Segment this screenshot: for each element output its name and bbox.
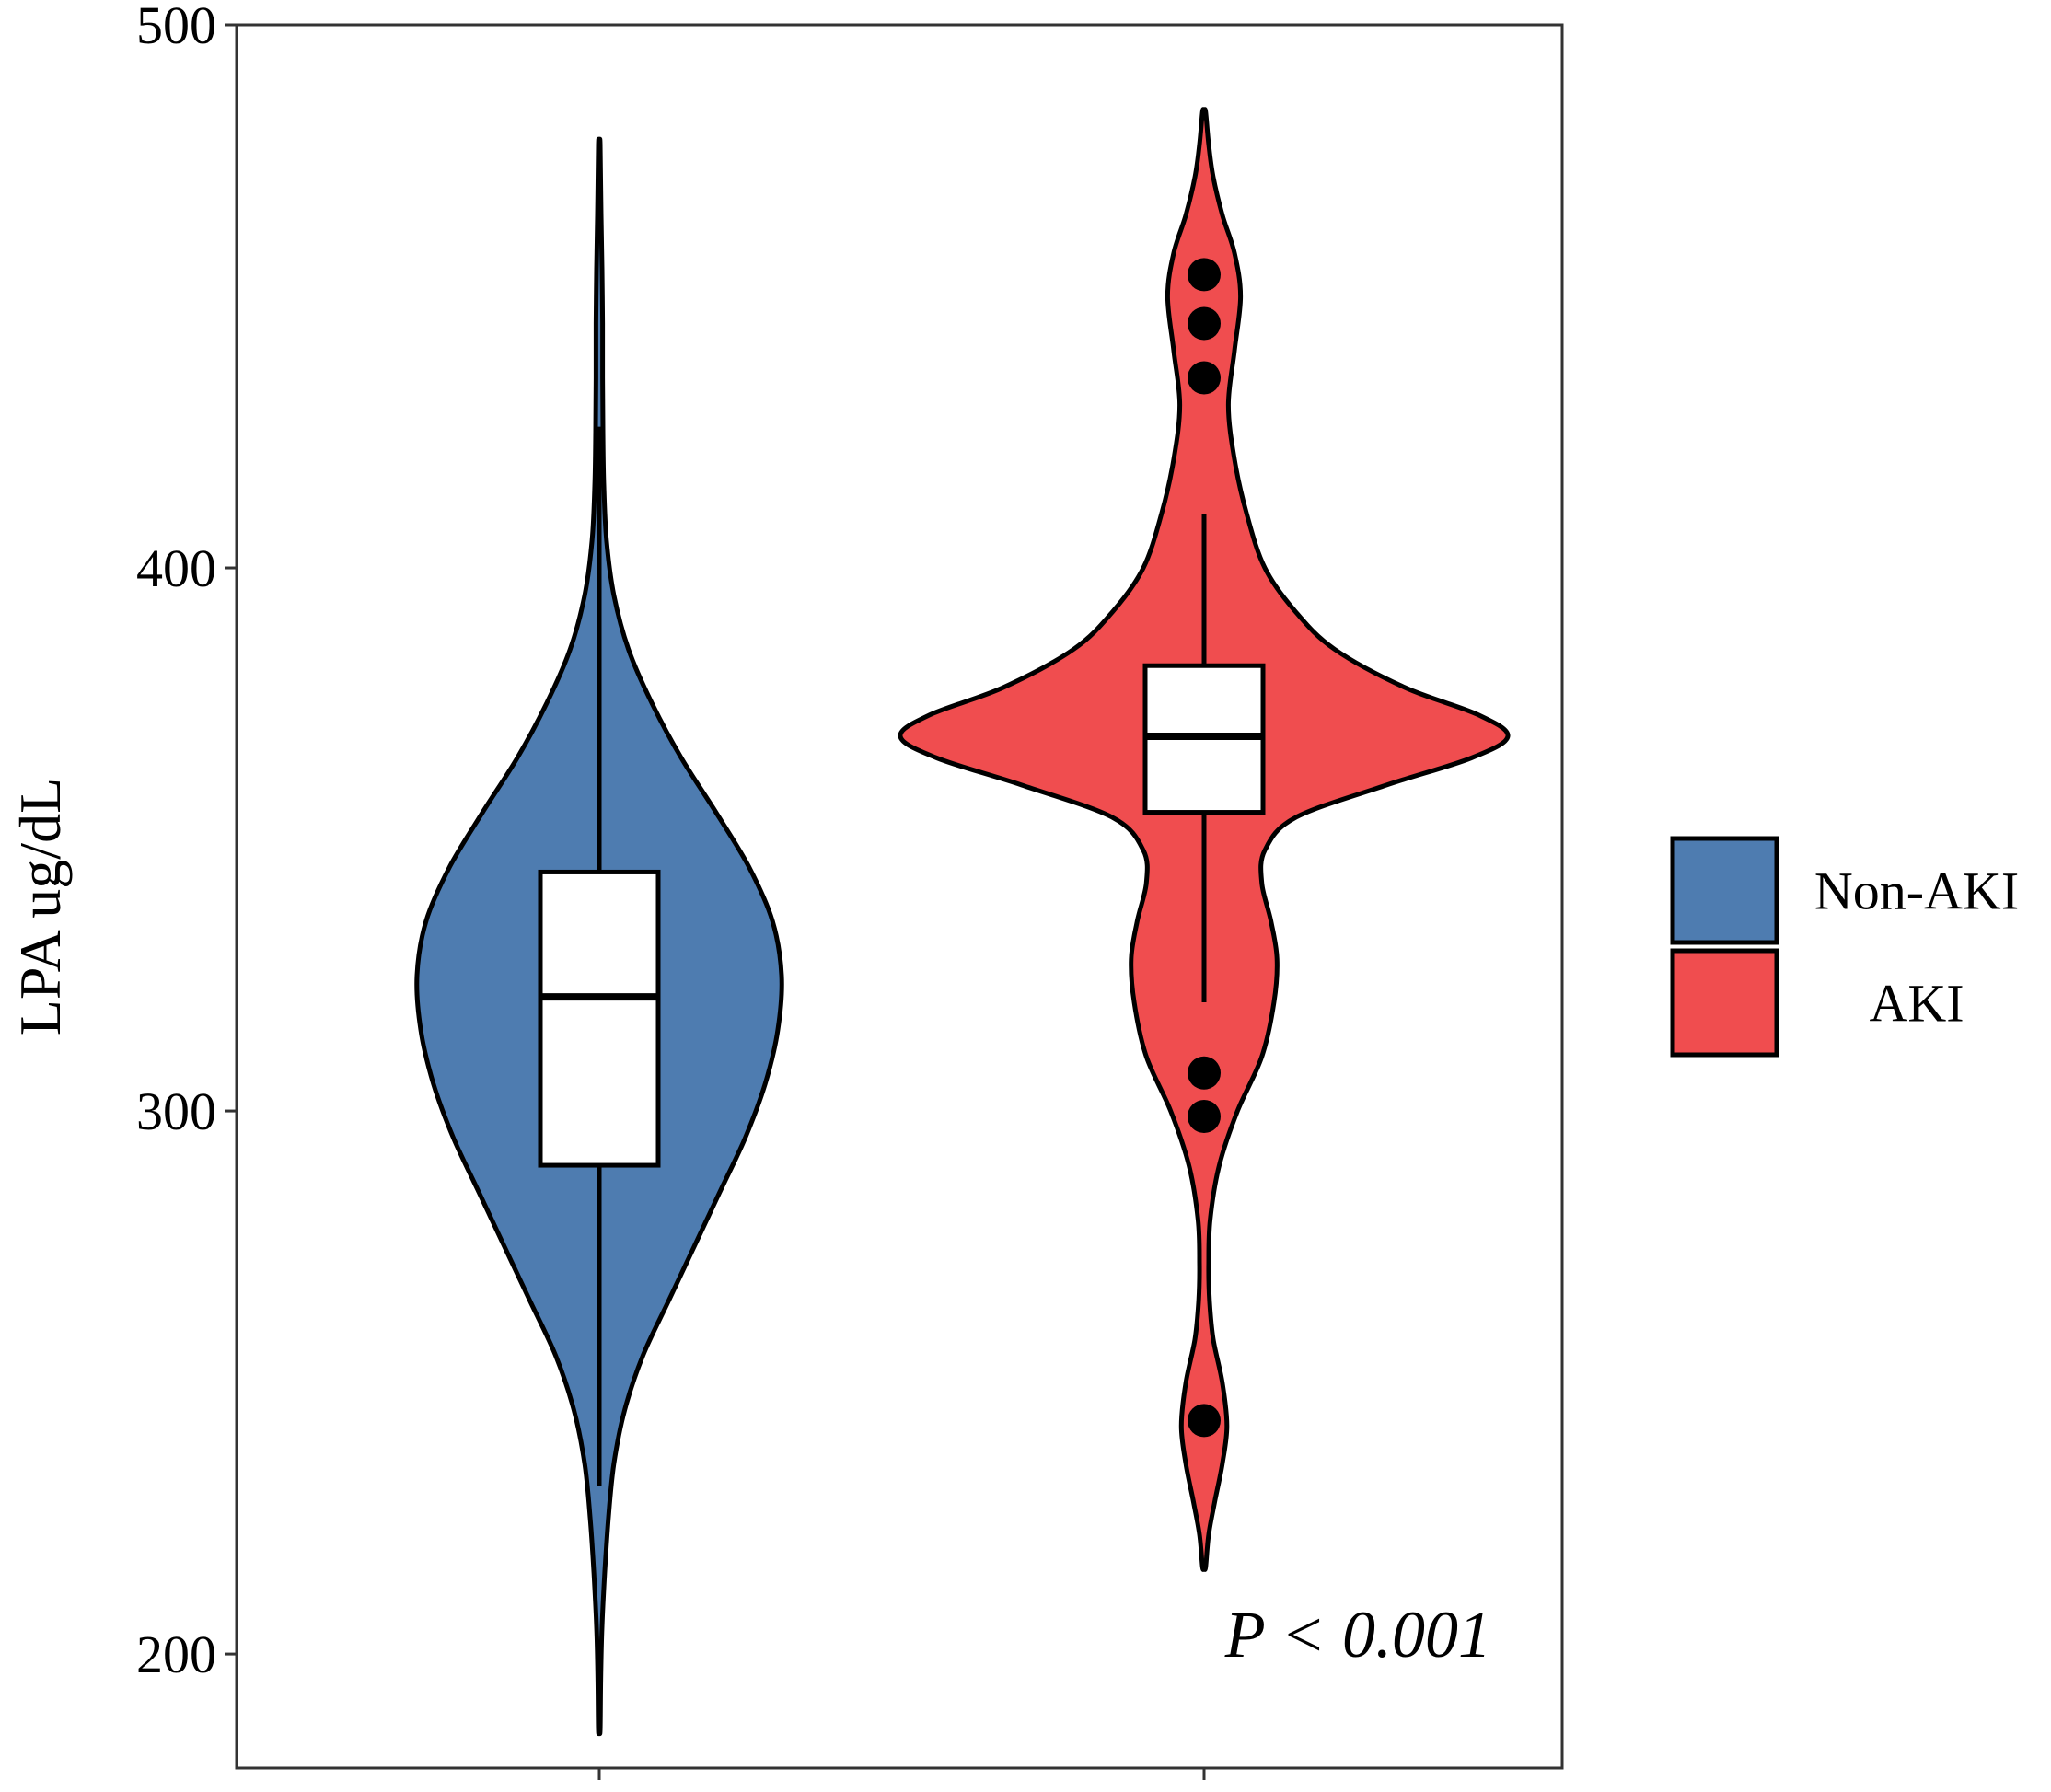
outlier-point-aki [1188, 258, 1221, 292]
y-tick-label: 200 [136, 1624, 216, 1684]
outlier-point-aki [1188, 361, 1221, 395]
y-tick-label: 300 [136, 1081, 216, 1141]
p-value-annotation: P < 0.001 [1224, 1598, 1491, 1671]
legend: Non-AKI AKI [1670, 836, 2019, 1058]
y-axis-title: LPA ug/dL [7, 778, 73, 1035]
y-tick-label: 500 [136, 0, 216, 55]
plot-border [235, 23, 1564, 1770]
y-tick-label: 400 [136, 538, 216, 598]
outlier-point-aki [1188, 1099, 1221, 1133]
box-non-aki [538, 869, 661, 1168]
legend-label-aki: AKI [1869, 974, 1964, 1034]
legend-swatch-aki [1670, 948, 1779, 1058]
outlier-point-aki [1188, 1056, 1221, 1090]
outlier-point-aki [1188, 1404, 1221, 1438]
legend-label-non-aki: Non-AKI [1814, 861, 2019, 921]
outlier-point-aki [1188, 306, 1221, 341]
legend-swatch-non-aki [1670, 836, 1779, 945]
plot-layer: 200 300 400 500 [136, 0, 1564, 1780]
